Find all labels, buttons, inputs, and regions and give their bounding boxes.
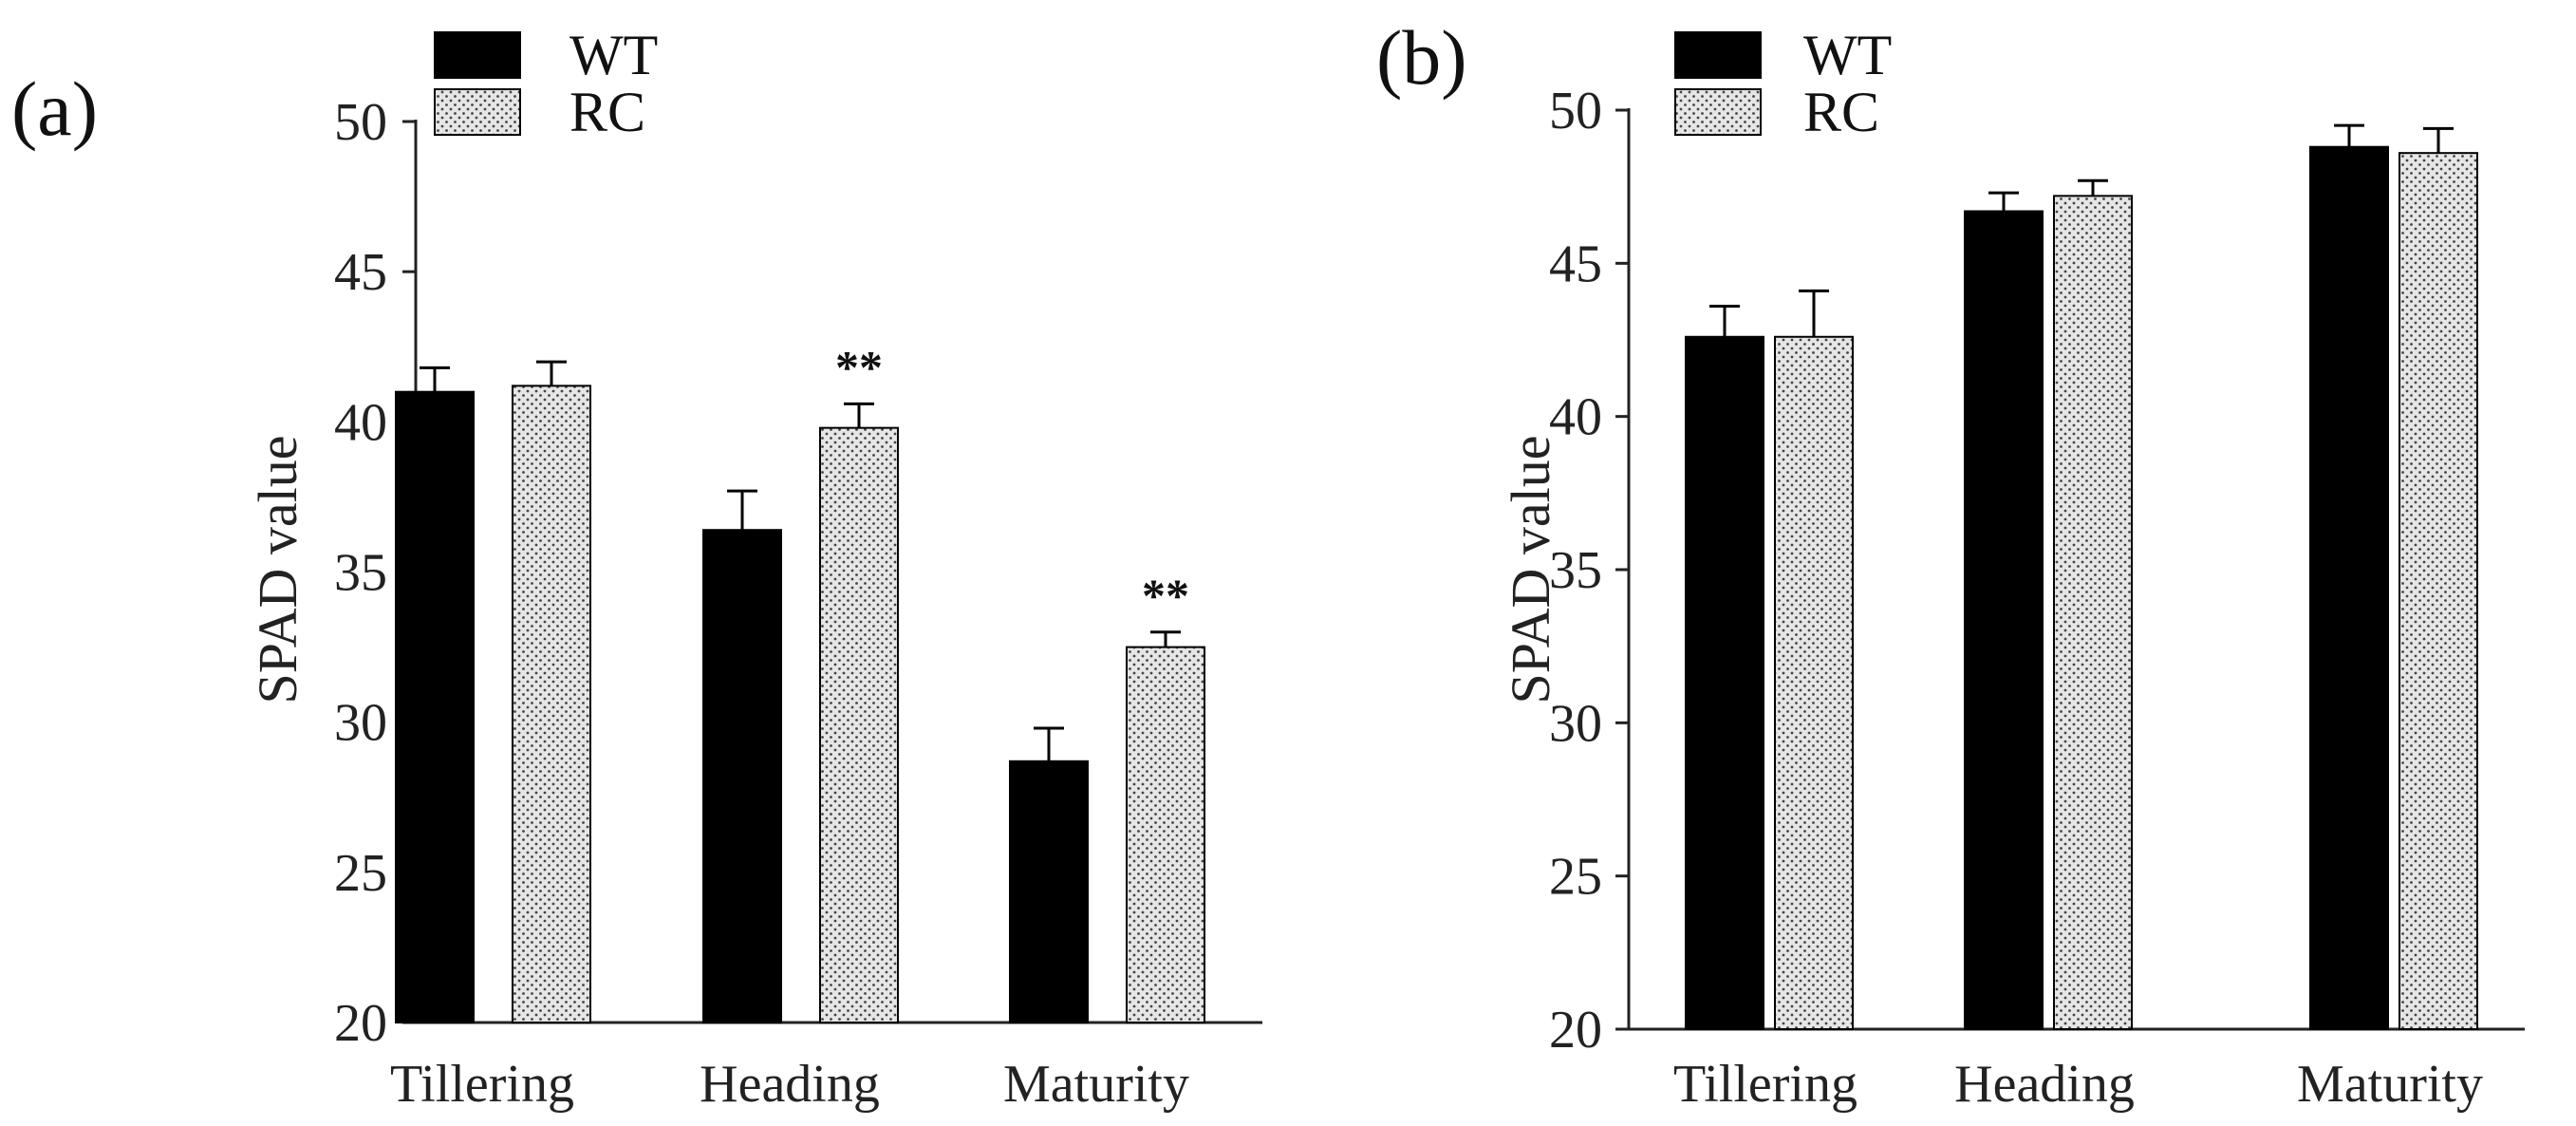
x-tick-label: Heading xyxy=(1954,1055,2135,1114)
panel-label: (a) xyxy=(11,66,98,152)
y-tick-label: 35 xyxy=(1549,541,1602,600)
y-tick-label: 50 xyxy=(334,93,387,152)
y-axis-label: SPAD value xyxy=(247,435,308,704)
bar-rc-maturity xyxy=(1126,646,1205,1023)
legend-swatch-wt xyxy=(1674,31,1762,79)
bar-rc-tillering xyxy=(512,385,591,1023)
y-tick-label: 40 xyxy=(1549,388,1602,447)
chart-panel-b: (b) SPAD value 20 25 30 35 40 45 50 Tillering Head… xyxy=(1376,14,2525,1114)
legend-label-rc: RC xyxy=(569,81,645,143)
legend-label-wt: WT xyxy=(569,24,658,86)
y-tick-label: 25 xyxy=(1549,848,1602,907)
x-tick-label: Tillering xyxy=(1673,1055,1857,1114)
bar-rc-maturity xyxy=(2399,152,2478,1030)
x-tick-label: Tillering xyxy=(390,1055,574,1114)
y-tick-label: 35 xyxy=(334,544,387,603)
y-tick-label: 20 xyxy=(1549,1001,1602,1060)
bar-rc-heading xyxy=(2053,195,2133,1030)
bar-rc-heading xyxy=(819,426,899,1024)
legend-swatch-wt xyxy=(434,31,521,79)
y-tick-label: 45 xyxy=(1549,235,1602,293)
bar-wt-tillering xyxy=(395,390,475,1023)
y-tick-label: 25 xyxy=(334,844,387,903)
legend-label-wt: WT xyxy=(1803,24,1892,86)
y-tick-label: 20 xyxy=(334,994,387,1053)
y-tick-label: 30 xyxy=(334,694,387,753)
bar-wt-heading xyxy=(702,529,782,1023)
bar-wt-maturity xyxy=(2309,145,2389,1031)
x-tick-label: Maturity xyxy=(1003,1055,1189,1114)
bar-wt-maturity xyxy=(1009,760,1089,1023)
x-tick-label: Heading xyxy=(700,1055,880,1114)
y-tick-label: 40 xyxy=(334,393,387,452)
chart-panel-a: (a) SPAD value 20 25 30 35 40 45 50 Tillering Head… xyxy=(11,24,1262,1114)
y-tick-label: 50 xyxy=(1549,82,1602,141)
panel-label: (b) xyxy=(1376,14,1467,101)
significance-marker: ** xyxy=(835,340,883,393)
legend-label-rc: RC xyxy=(1803,81,1879,143)
bar-rc-tillering xyxy=(1774,335,1854,1031)
x-tick-label: Maturity xyxy=(2297,1055,2483,1114)
legend-swatch-rc xyxy=(1674,88,1762,136)
significance-marker: ** xyxy=(1142,569,1189,622)
y-axis-label: SPAD value xyxy=(1500,435,1561,704)
bar-wt-tillering xyxy=(1685,335,1764,1031)
y-tick-label: 45 xyxy=(334,243,387,302)
y-tick-label: 30 xyxy=(1549,694,1602,753)
bar-wt-heading xyxy=(1964,210,2044,1031)
legend-swatch-rc xyxy=(434,88,521,136)
